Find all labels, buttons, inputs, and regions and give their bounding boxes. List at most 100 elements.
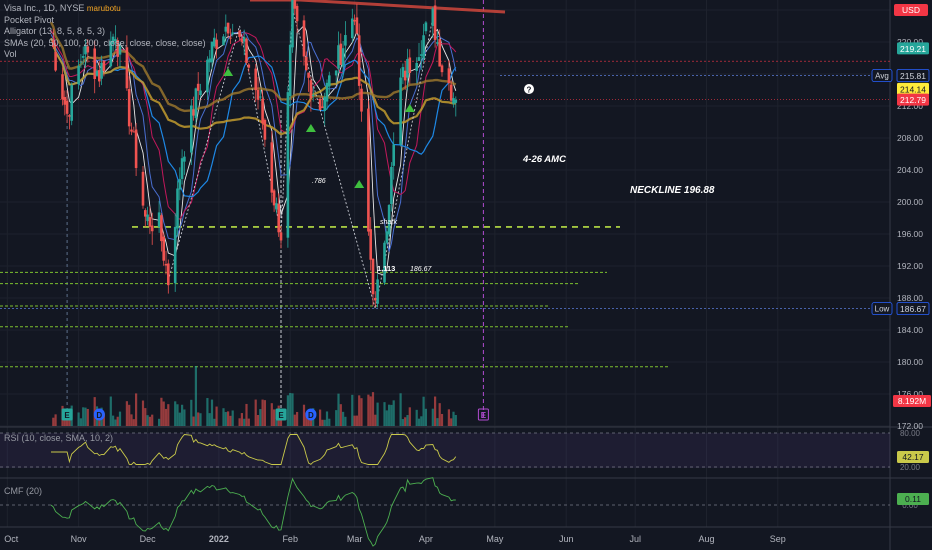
volume-bar [183, 409, 186, 426]
time-tick: Jun [559, 534, 574, 544]
volume-bar [406, 415, 409, 426]
volume-bar [231, 410, 234, 426]
candle-body [417, 57, 421, 61]
volume-bar [454, 415, 457, 426]
event-marker [477, 408, 489, 421]
candle-body [360, 88, 363, 112]
candle-body [408, 57, 412, 73]
candle-body [279, 232, 283, 241]
time-axis[interactable]: Oct Nov Dec 2022 Feb Mar Apr May Jun Jul Aug Sep [4, 534, 786, 544]
pivot-triangle [305, 124, 316, 132]
volume-bar [392, 400, 395, 426]
candle-body [449, 84, 453, 101]
volume-bar [344, 416, 347, 426]
price-tag-label-box [871, 69, 893, 82]
candle-body [206, 59, 209, 93]
candle-body [341, 48, 345, 67]
currency-badge-label: USD [902, 5, 920, 15]
volume-bar [335, 410, 338, 426]
volume-bar [125, 401, 128, 426]
volume-bar [438, 403, 441, 426]
volume-bar [286, 395, 289, 426]
cmf-label[interactable]: CMF (20) [4, 486, 42, 496]
candle-body [52, 40, 55, 48]
price-tick: 176.00 [897, 389, 923, 399]
price-tag [896, 69, 930, 82]
candle-body [130, 129, 133, 132]
time-tick: Mar [347, 534, 363, 544]
candle-body [144, 210, 147, 217]
volume-bar [422, 396, 425, 426]
volume-bar [144, 408, 147, 426]
volume-bar [146, 415, 149, 426]
volume-bar [431, 408, 434, 426]
volume-bar [273, 409, 276, 426]
volume-bar [66, 416, 69, 426]
candle-body [387, 205, 391, 235]
candle-body [167, 263, 170, 286]
legend-indicator-alligator[interactable]: Alligator (13, 8, 5, 8, 5, 3) [4, 26, 106, 36]
price-tick: 188.00 [897, 293, 923, 303]
price-tag-value: 186.67 [900, 304, 926, 314]
volume-bar [305, 412, 308, 426]
legend-indicator-pocket-pivot[interactable]: Pocket Pivot [4, 14, 55, 25]
volume-bar [247, 418, 250, 426]
rsi-label[interactable]: RSI (10, close, SMA, 10, 2) [4, 433, 114, 443]
volume-bar [208, 413, 211, 426]
candle-body [229, 37, 232, 39]
candle-body [162, 236, 165, 261]
candle-body [355, 17, 359, 34]
volume-bar [417, 418, 421, 426]
currency-badge [894, 4, 928, 16]
volume-bar [227, 411, 230, 426]
volume-bar [181, 404, 184, 426]
candle-body [61, 74, 64, 100]
volume-bar [114, 419, 117, 426]
volume-bar [167, 404, 170, 426]
fib-786-label: .786 [312, 178, 326, 185]
price-tag [897, 42, 929, 55]
price-tick: 212.00 [897, 101, 923, 111]
volume-bar [447, 409, 450, 426]
volume-bar [63, 415, 66, 426]
candle-body [224, 26, 228, 32]
volume-bar [130, 414, 133, 426]
legend-indicator-vol[interactable]: Vol [4, 49, 17, 59]
sma-200 [250, 0, 506, 14]
volume-tag-value: 8.192M [898, 396, 926, 406]
candle-body [93, 48, 96, 79]
candle-body [291, 0, 294, 48]
volume-bar [256, 414, 260, 426]
volume-bar [270, 403, 273, 426]
volume-bar [240, 413, 243, 426]
cmf-tag [897, 493, 929, 505]
candle-body [436, 42, 439, 44]
candle-body [102, 60, 106, 72]
candle-body [321, 106, 324, 108]
volume-bar [342, 411, 345, 426]
volume-bar [151, 414, 154, 426]
legend-indicator-smas[interactable]: SMAs (20, 50, 100, 200, close, close, cl… [4, 37, 206, 48]
candle-body [302, 20, 306, 57]
volume-bar [68, 418, 71, 426]
volume-bar [376, 402, 379, 426]
time-tick: May [486, 534, 504, 544]
legend-symbol[interactable]: Visa Inc., 1D, NYSE marubotu [4, 3, 206, 15]
volume-bar [339, 404, 342, 426]
event-marker-label: D [308, 411, 314, 420]
candle-body [114, 39, 117, 42]
candle-body [245, 38, 248, 63]
candle-body [242, 37, 246, 42]
neckline-label: NECKLINE 196.88 [630, 185, 715, 196]
candle-body [70, 85, 73, 121]
time-tick: Aug [698, 534, 714, 544]
candle-body [431, 8, 435, 26]
candle-body [247, 64, 251, 68]
candle-body [199, 90, 202, 96]
volume-bar [328, 418, 331, 426]
volume-bar [275, 419, 278, 426]
candle-body [351, 18, 354, 39]
candle-body [68, 115, 71, 117]
